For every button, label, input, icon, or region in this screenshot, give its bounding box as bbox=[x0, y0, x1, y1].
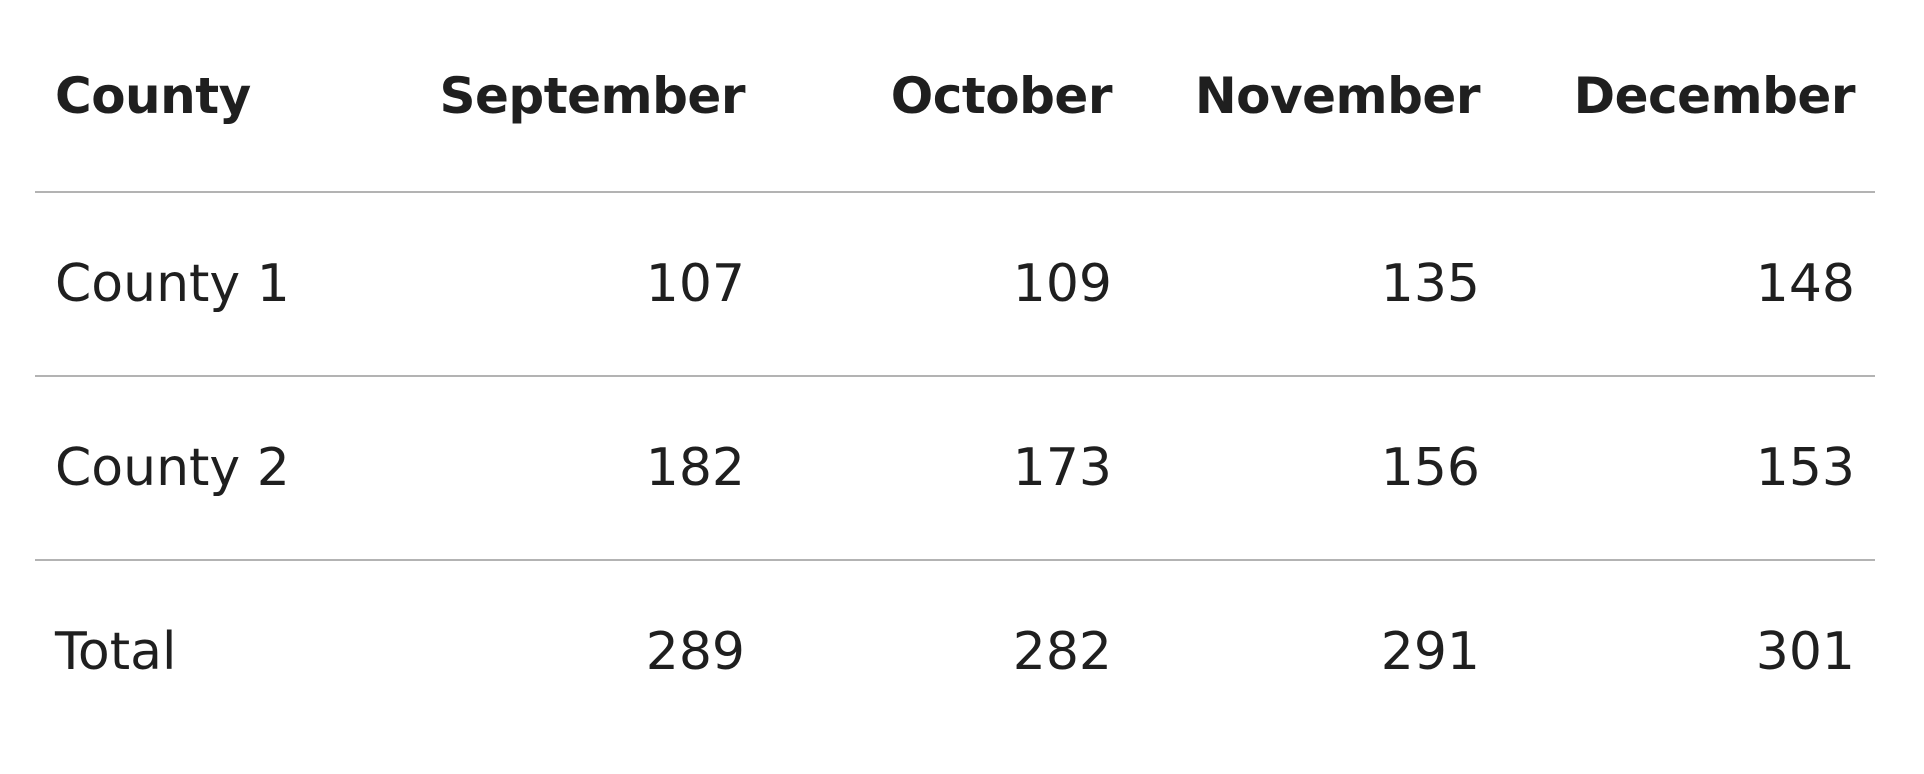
table-cell: 182 bbox=[370, 376, 765, 561]
table-cell: 291 bbox=[1380, 622, 1480, 682]
table-body: County 1 107 109 135 148 County 2 182 17… bbox=[35, 192, 1875, 743]
table-cell: 153 bbox=[1500, 376, 1875, 561]
header-november: November bbox=[1132, 0, 1500, 193]
table-cell: 148 bbox=[1500, 192, 1875, 377]
county-monthly-table-container: County September October November Decemb… bbox=[35, 0, 1875, 743]
county-monthly-table: County September October November Decemb… bbox=[35, 0, 1875, 743]
table-cell: 173 bbox=[765, 376, 1132, 561]
table-cell: 109 bbox=[765, 192, 1132, 377]
table-row: County 1 107 109 135 148 bbox=[35, 192, 1875, 377]
header-october: October bbox=[765, 0, 1132, 193]
table-row-total: Total 289 282 291 301 bbox=[35, 560, 1875, 743]
table-cell: 156 bbox=[1132, 376, 1500, 561]
header-county: County bbox=[35, 0, 370, 193]
table-cell: 135 bbox=[1132, 192, 1500, 377]
table-cell: 107 bbox=[370, 192, 765, 377]
row-label: County 2 bbox=[35, 376, 370, 561]
row-label: County 1 bbox=[35, 192, 370, 377]
table-cell: 289 bbox=[645, 622, 745, 682]
table-cell: 301 bbox=[1755, 622, 1855, 682]
table-header: County September October November Decemb… bbox=[35, 0, 1875, 193]
header-december: December bbox=[1500, 0, 1875, 193]
row-label: Total bbox=[55, 622, 177, 682]
header-september: September bbox=[370, 0, 765, 193]
header-row: County September October November Decemb… bbox=[35, 0, 1875, 193]
table-row: County 2 182 173 156 153 bbox=[35, 376, 1875, 561]
table-cell: 282 bbox=[1012, 622, 1112, 682]
